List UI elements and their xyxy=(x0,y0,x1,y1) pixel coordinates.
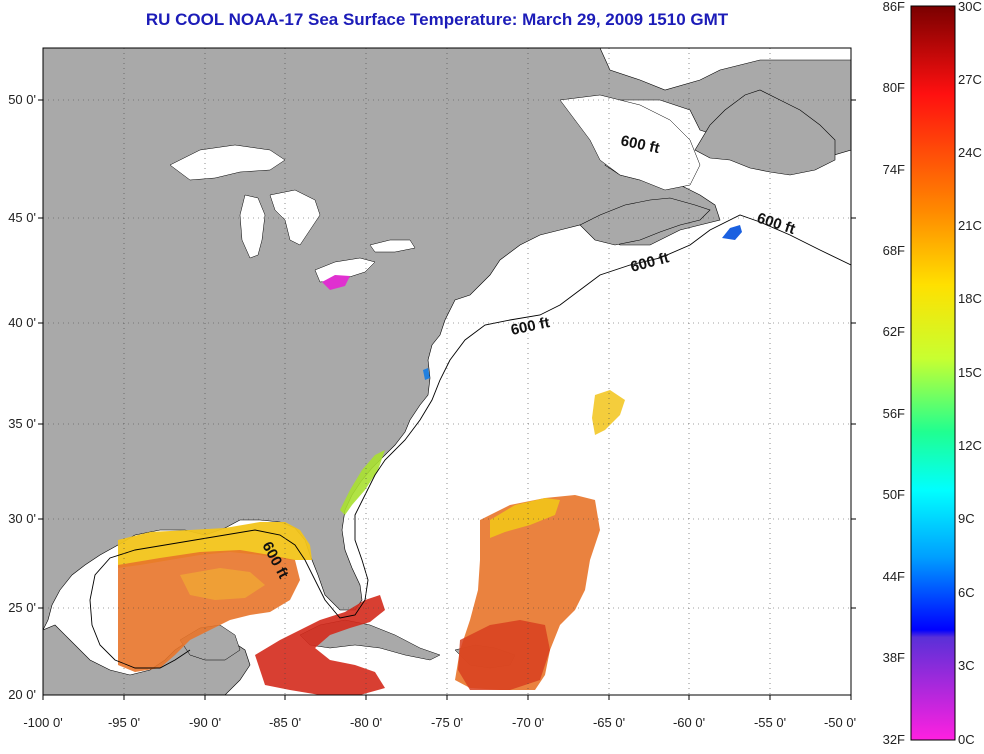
cb-f-74: 74F xyxy=(883,162,905,177)
lon-label-50: -50 0' xyxy=(824,715,856,730)
lat-label-30: 30 0' xyxy=(8,511,36,526)
lat-label-50: 50 0' xyxy=(8,92,36,107)
cb-c-12: 12C xyxy=(958,438,982,453)
cb-f-62: 62F xyxy=(883,324,905,339)
cb-c-9: 9C xyxy=(958,511,975,526)
lon-label-65: -65 0' xyxy=(593,715,625,730)
sst-chesapeake-blue xyxy=(423,368,430,380)
lat-label-25: 25 0' xyxy=(8,600,36,615)
cb-c-27: 27C xyxy=(958,72,982,87)
land-north-america xyxy=(43,48,851,631)
cb-c-6: 6C xyxy=(958,585,975,600)
lon-label-75: -75 0' xyxy=(431,715,463,730)
sst-east-yellow xyxy=(592,390,625,435)
gulf-st-lawrence xyxy=(559,94,701,191)
sst-gulf-lighter xyxy=(180,568,265,600)
lon-label-90: -90 0' xyxy=(189,715,221,730)
lat-label-20: 20 0' xyxy=(8,687,36,702)
sst-gulf-yellow xyxy=(118,522,312,568)
cb-c-18: 18C xyxy=(958,291,982,306)
lon-label-80: -80 0' xyxy=(350,715,382,730)
cb-f-50: 50F xyxy=(883,487,905,502)
cb-c-30: 30C xyxy=(958,0,982,14)
lon-label-55: -55 0' xyxy=(754,715,786,730)
cb-f-38: 38F xyxy=(883,650,905,665)
cb-f-32: 32F xyxy=(883,732,905,747)
lake-ontario xyxy=(369,239,416,253)
cb-f-86: 86F xyxy=(883,0,905,14)
cb-f-44: 44F xyxy=(883,569,905,584)
sst-atlantic-red xyxy=(458,620,550,690)
cb-f-80: 80F xyxy=(883,80,905,95)
sst-ns-blue xyxy=(722,225,742,240)
lon-label-60: -60 0' xyxy=(673,715,705,730)
cb-c-24: 24C xyxy=(958,145,982,160)
lat-label-40: 40 0' xyxy=(8,315,36,330)
cb-f-56: 56F xyxy=(883,406,905,421)
cb-c-21: 21C xyxy=(958,218,982,233)
cb-f-68: 68F xyxy=(883,243,905,258)
lat-label-45: 45 0' xyxy=(8,210,36,225)
lake-huron xyxy=(269,189,321,246)
lon-label-70: -70 0' xyxy=(512,715,544,730)
lon-label-95: -95 0' xyxy=(108,715,140,730)
sst-caribbean-red xyxy=(255,595,385,695)
sst-lake-erie-magenta xyxy=(322,275,350,290)
isobath-600ft xyxy=(89,214,851,669)
cb-c-0: 0C xyxy=(958,732,975,747)
lake-superior xyxy=(169,144,286,181)
map-title: RU COOL NOAA-17 Sea Surface Temperature:… xyxy=(145,10,729,29)
land-nova-scotia xyxy=(579,197,711,246)
sst-coast-green xyxy=(340,450,385,515)
colorbar xyxy=(910,5,956,741)
cb-c-3: 3C xyxy=(958,658,975,673)
lat-label-35: 35 0' xyxy=(8,416,36,431)
lake-michigan xyxy=(239,194,266,259)
sst-atlantic-yellow xyxy=(490,498,560,538)
lon-label-85: -85 0' xyxy=(269,715,301,730)
cb-c-15: 15C xyxy=(958,365,982,380)
lon-label-100: -100 0' xyxy=(23,715,62,730)
